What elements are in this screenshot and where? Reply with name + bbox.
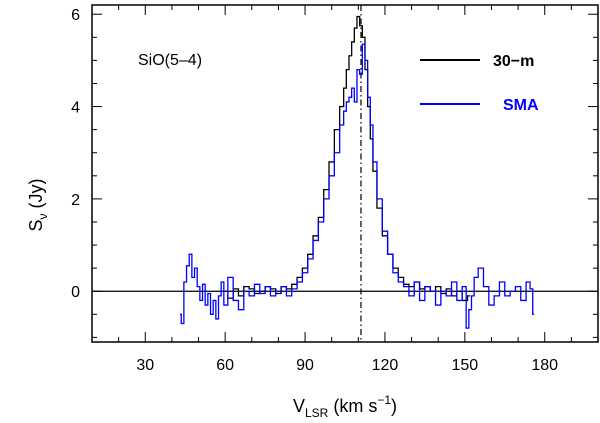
legend-label-sma: SMA: [503, 97, 539, 114]
y-tick-label: 4: [71, 100, 80, 117]
y-axis-title-units: (Jy): [26, 178, 46, 213]
x-tick-label: 60: [216, 357, 234, 374]
x-axis-title: VLSR (km s−1): [293, 393, 397, 420]
tick-labels: 30 60 90 120 150 180 0 2 4 6: [71, 7, 558, 374]
x-tick-label: 90: [296, 357, 314, 374]
legend-label-30m: 30−m: [493, 53, 534, 70]
x-tick-label: 30: [136, 357, 154, 374]
x-axis-title-units-sup: −1: [377, 393, 391, 407]
series-layer: [179, 15, 535, 329]
x-tick-label: 150: [451, 357, 478, 374]
series-line-sma: [179, 43, 535, 329]
x-tick-label: 120: [372, 357, 399, 374]
y-axis-title: Sν (Jy): [26, 178, 50, 231]
y-tick-label: 2: [71, 192, 80, 209]
y-axis-title-sub: ν: [36, 213, 50, 219]
x-axis-title-units-post: ): [391, 396, 397, 416]
y-tick-label: 0: [71, 284, 80, 301]
x-tick-label: 180: [531, 357, 558, 374]
y-tick-label: 6: [71, 7, 80, 24]
x-axis-title-main: V: [293, 396, 305, 416]
plot-frame: [91, 4, 599, 343]
x-axis-title-sub: LSR: [305, 406, 329, 420]
x-axis-title-units-pre: (km s: [328, 396, 377, 416]
line-annotation: SiO(5–4): [138, 52, 202, 69]
y-axis-title-main: S: [26, 219, 46, 231]
legend: 30−m SMA: [420, 53, 539, 114]
